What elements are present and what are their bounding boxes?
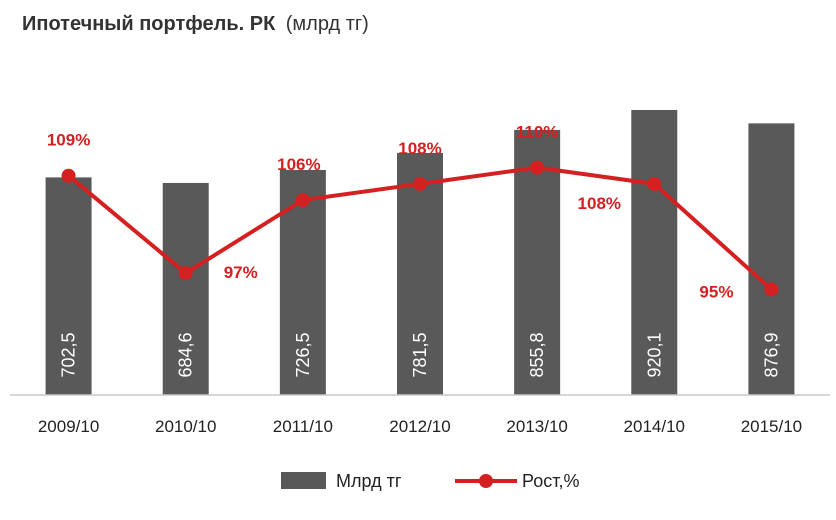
growth-marker [647, 176, 662, 191]
bar [45, 177, 92, 395]
growth-rate-label: 95% [699, 282, 733, 301]
bar-value-label: 920,1 [644, 332, 664, 377]
growth-rate-label: 108% [578, 194, 621, 213]
chart-title-main: Ипотечный портфель. РК [22, 13, 276, 35]
legend-label-bar: Млрд тг [336, 471, 402, 491]
bar [162, 182, 209, 395]
growth-rate-label: 97% [224, 263, 258, 282]
category-label: 2009/10 [38, 417, 99, 436]
growth-line-group [61, 160, 779, 297]
bar-value-label: 726,5 [293, 332, 313, 377]
chart-title-unit: (млрд тг) [286, 13, 369, 35]
growth-marker [178, 266, 193, 281]
bar-value-label: 876,9 [761, 332, 781, 377]
bar [397, 152, 443, 395]
growth-marker [413, 176, 427, 191]
bar-value-label: 702,5 [59, 332, 79, 377]
growth-marker [295, 193, 310, 208]
bar [748, 123, 795, 395]
category-label: 2012/10 [389, 417, 450, 436]
category-label: 2015/10 [741, 417, 802, 436]
category-label: 2014/10 [624, 417, 685, 436]
legend-label-line: Рост,% [522, 471, 579, 491]
bar [631, 110, 678, 395]
category-label: 2010/10 [155, 417, 216, 436]
growth-marker [61, 168, 76, 183]
category-labels: 2009/10 2010/10 2011/10 2012/10 2013/10 2014/… [38, 417, 802, 436]
growth-marker [530, 160, 545, 175]
growth-rate-label: 110% [516, 123, 559, 142]
growth-marker [764, 282, 779, 297]
category-label: 2013/10 [506, 417, 567, 436]
legend-swatch-marker [479, 474, 493, 488]
bar-value-labels: 702,5 684,6 726,5 781,5 855,8 920,1 876,9 [59, 332, 782, 377]
growth-rate-label: 109% [47, 131, 90, 150]
legend: Млрд тг Рост,% [281, 471, 579, 491]
bar-value-label: 855,8 [527, 332, 547, 377]
legend-swatch-bar [281, 472, 326, 489]
chart-title: Ипотечный портфель. РК (млрд тг) [22, 13, 369, 35]
bar-value-label: 684,6 [176, 332, 196, 377]
growth-rate-label: 108% [398, 139, 441, 158]
growth-rate-labels: 109% 97% 106% 108% 110% 108% 95% [47, 123, 734, 302]
category-label: 2011/10 [273, 417, 333, 436]
bars-group [45, 110, 795, 395]
bar-value-label: 781,5 [410, 332, 430, 377]
growth-rate-label: 106% [277, 155, 320, 174]
